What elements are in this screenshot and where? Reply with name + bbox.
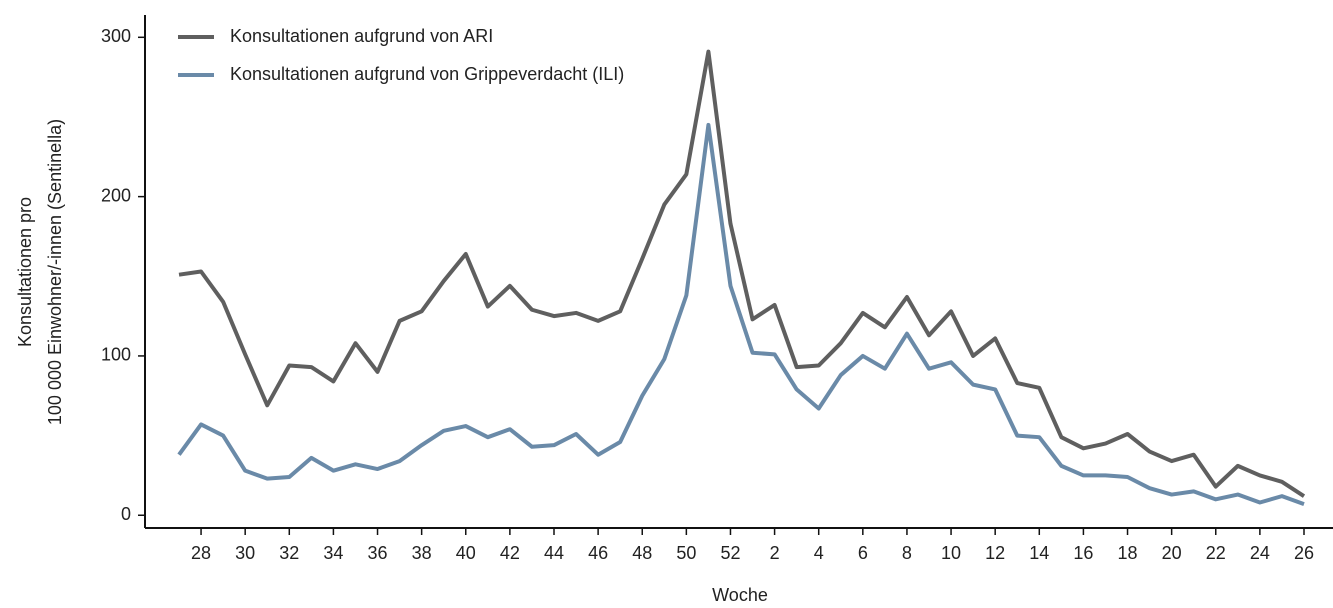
series-line <box>177 122 1305 506</box>
x-tick-label: 44 <box>544 543 564 563</box>
x-tick-label: 26 <box>1294 543 1314 563</box>
y-tick-label: 200 <box>101 185 131 205</box>
y-tick-label: 300 <box>101 26 131 46</box>
x-tick-label: 16 <box>1073 543 1093 563</box>
series-line <box>178 49 1306 498</box>
x-tick-label: 34 <box>323 543 343 563</box>
x-axis-label: Woche <box>712 585 768 605</box>
x-tick-label: 14 <box>1029 543 1049 563</box>
x-tick-label: 36 <box>368 543 388 563</box>
x-tick-label: 30 <box>235 543 255 563</box>
x-tick-label: 8 <box>902 543 912 563</box>
x-tick-label: 20 <box>1162 543 1182 563</box>
x-tick-label: 48 <box>632 543 652 563</box>
x-tick-label: 46 <box>588 543 608 563</box>
x-tick-label: 12 <box>985 543 1005 563</box>
x-tick-label: 22 <box>1206 543 1226 563</box>
x-tick-label: 32 <box>279 543 299 563</box>
x-tick-label: 40 <box>456 543 476 563</box>
y-tick-label: 100 <box>101 345 131 365</box>
x-tick-label: 38 <box>412 543 432 563</box>
x-tick-label: 52 <box>720 543 740 563</box>
x-tick-label: 28 <box>191 543 211 563</box>
legend-label: Konsultationen aufgrund von Grippeverdac… <box>230 64 624 84</box>
y-axis-label: Konsultationen pro <box>15 197 35 347</box>
x-tick-label: 4 <box>814 543 824 563</box>
y-tick-label: 0 <box>121 504 131 524</box>
x-tick-label: 10 <box>941 543 961 563</box>
y-axis-label: 100 000 Einwohner/-innen (Sentinella) <box>45 119 65 425</box>
x-tick-label: 2 <box>770 543 780 563</box>
legend-label: Konsultationen aufgrund von ARI <box>230 26 493 46</box>
x-tick-label: 42 <box>500 543 520 563</box>
x-tick-label: 24 <box>1250 543 1270 563</box>
x-tick-label: 6 <box>858 543 868 563</box>
x-tick-label: 50 <box>676 543 696 563</box>
x-tick-label: 18 <box>1118 543 1138 563</box>
